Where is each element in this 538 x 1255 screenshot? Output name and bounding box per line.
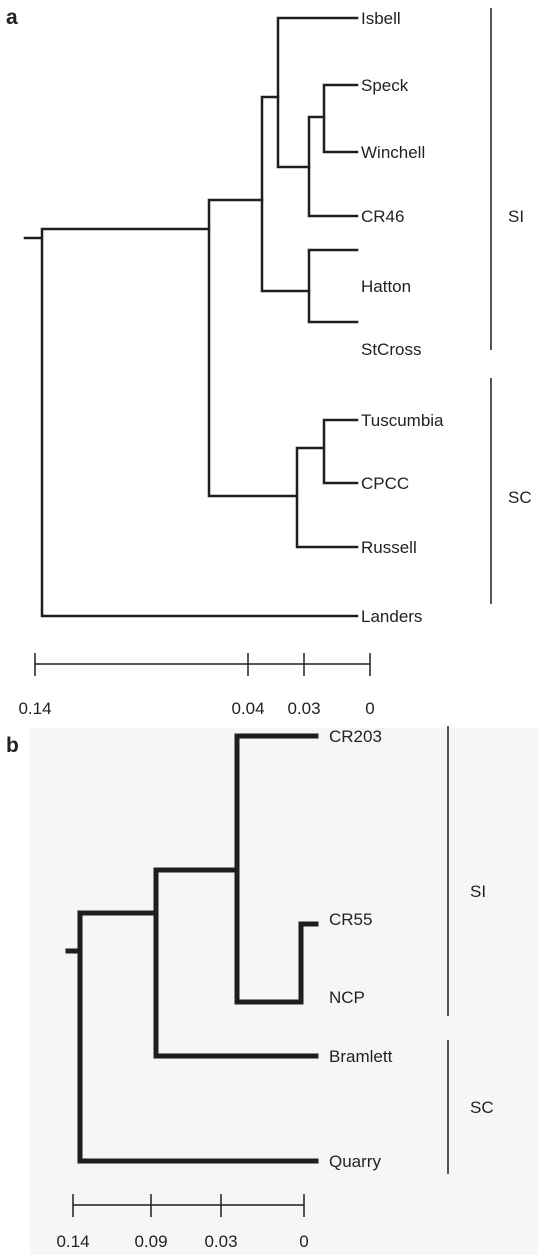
leaf-label: Speck [361,76,409,95]
leaf-label: Hatton [361,277,411,296]
scale-tick-label: 0.03 [204,1232,237,1251]
leaf-label: CR203 [329,727,382,746]
group-label-si: SI [508,207,524,226]
leaf-label: Winchell [361,143,425,162]
tree-branch [65,910,319,1164]
panel-a-leaf-labels: Isbell Speck Winchell CR46 Hatton StCros… [361,9,444,626]
leaf-label: Tuscumbia [361,411,444,430]
scale-tick-label: 0.04 [231,699,264,718]
tree-branch [298,921,319,1005]
leaf-label: Bramlett [329,1047,393,1066]
panel-a: a Isbell Speck Winchell CR46 [6,6,532,718]
leaf-label: Landers [361,607,422,626]
group-label-sc: SC [508,488,532,507]
tree-branch [23,227,359,618]
panel-b-leaf-labels: CR203 CR55 NCP Bramlett Quarry [329,727,393,1171]
panel-a-tree [23,16,359,618]
tree-branch [153,867,319,1059]
panel-a-letter: a [6,6,18,29]
panel-b-tree [65,733,319,1164]
panel-b-background [30,728,538,1255]
leaf-label: NCP [329,988,365,1007]
group-label-si: SI [470,882,486,901]
tree-branch [295,446,359,549]
tree-branch [307,248,359,324]
group-label-sc: SC [470,1098,494,1117]
scale-tick-label: 0.09 [134,1232,167,1251]
leaf-label: Quarry [329,1152,381,1171]
tree-branch [307,115,359,218]
scale-tick-label: 0.03 [287,699,320,718]
scale-tick-label: 0 [365,699,374,718]
tree-branch [276,16,359,169]
leaf-label: StCross [361,340,421,359]
panel-b-letter: b [6,734,19,757]
leaf-label: Russell [361,538,417,557]
panel-b-groups: SI SC [447,726,494,1174]
tree-branch [234,733,319,1005]
leaf-label: Isbell [361,9,401,28]
tree-branch [260,95,311,293]
panel-b-scale-bar: 0.14 0.09 0.03 0 [56,1194,309,1251]
tree-branch [322,418,359,485]
panel-a-scale-bar: 0.14 0.04 0.03 0 [18,653,375,718]
leaf-label: CR46 [361,207,404,226]
scale-tick-label: 0.14 [18,699,51,718]
panel-b: b CR203 CR55 NCP Bramlett Quarry SI SC [6,726,538,1255]
tree-branch [322,83,359,154]
scale-tick-label: 0.14 [56,1232,89,1251]
scale-tick-label: 0 [299,1232,308,1251]
leaf-label: CPCC [361,474,409,493]
panel-a-groups: SI SC [490,8,532,604]
leaf-label: CR55 [329,910,372,929]
tree-branch [207,198,299,498]
